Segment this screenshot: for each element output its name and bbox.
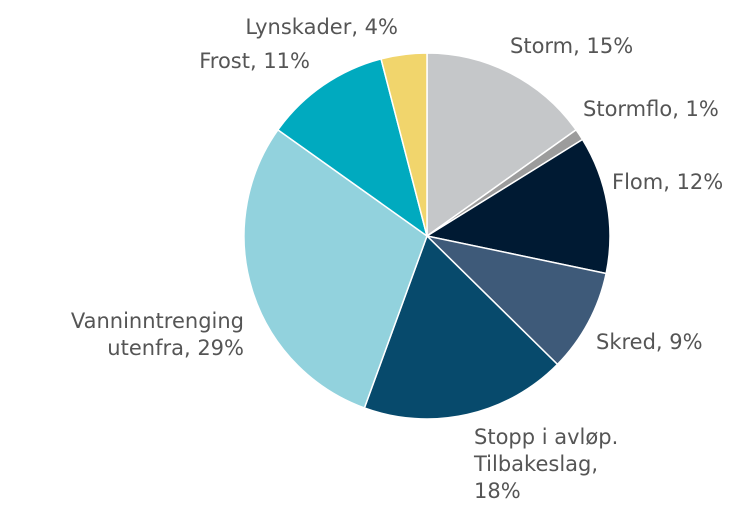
- pie-slice: [426, 52, 578, 238]
- slice-label: Stopp i avløp.: [474, 425, 618, 449]
- slice-label: Skred, 9%: [596, 330, 703, 354]
- pie-slice: [425, 138, 611, 275]
- pie-slice: [424, 234, 608, 366]
- slice-label: Stormflo, 1%: [583, 97, 719, 121]
- slice-label: Storm, 15%: [510, 34, 633, 58]
- slice-label: utenfra, 29%: [107, 336, 244, 360]
- slice-label: Flom, 12%: [612, 170, 723, 194]
- slice-label: Lynskader, 4%: [245, 15, 398, 39]
- pie-slice: [243, 128, 428, 409]
- pie-slice: [363, 234, 559, 420]
- pie-slice: [380, 52, 428, 237]
- slice-label: 18%: [474, 479, 521, 503]
- slice-label: Vanninntrenging: [71, 309, 244, 333]
- slice-label: Tilbakeslag,: [473, 452, 598, 476]
- slice-label: Frost, 11%: [199, 49, 310, 73]
- pie-slice: [276, 57, 429, 238]
